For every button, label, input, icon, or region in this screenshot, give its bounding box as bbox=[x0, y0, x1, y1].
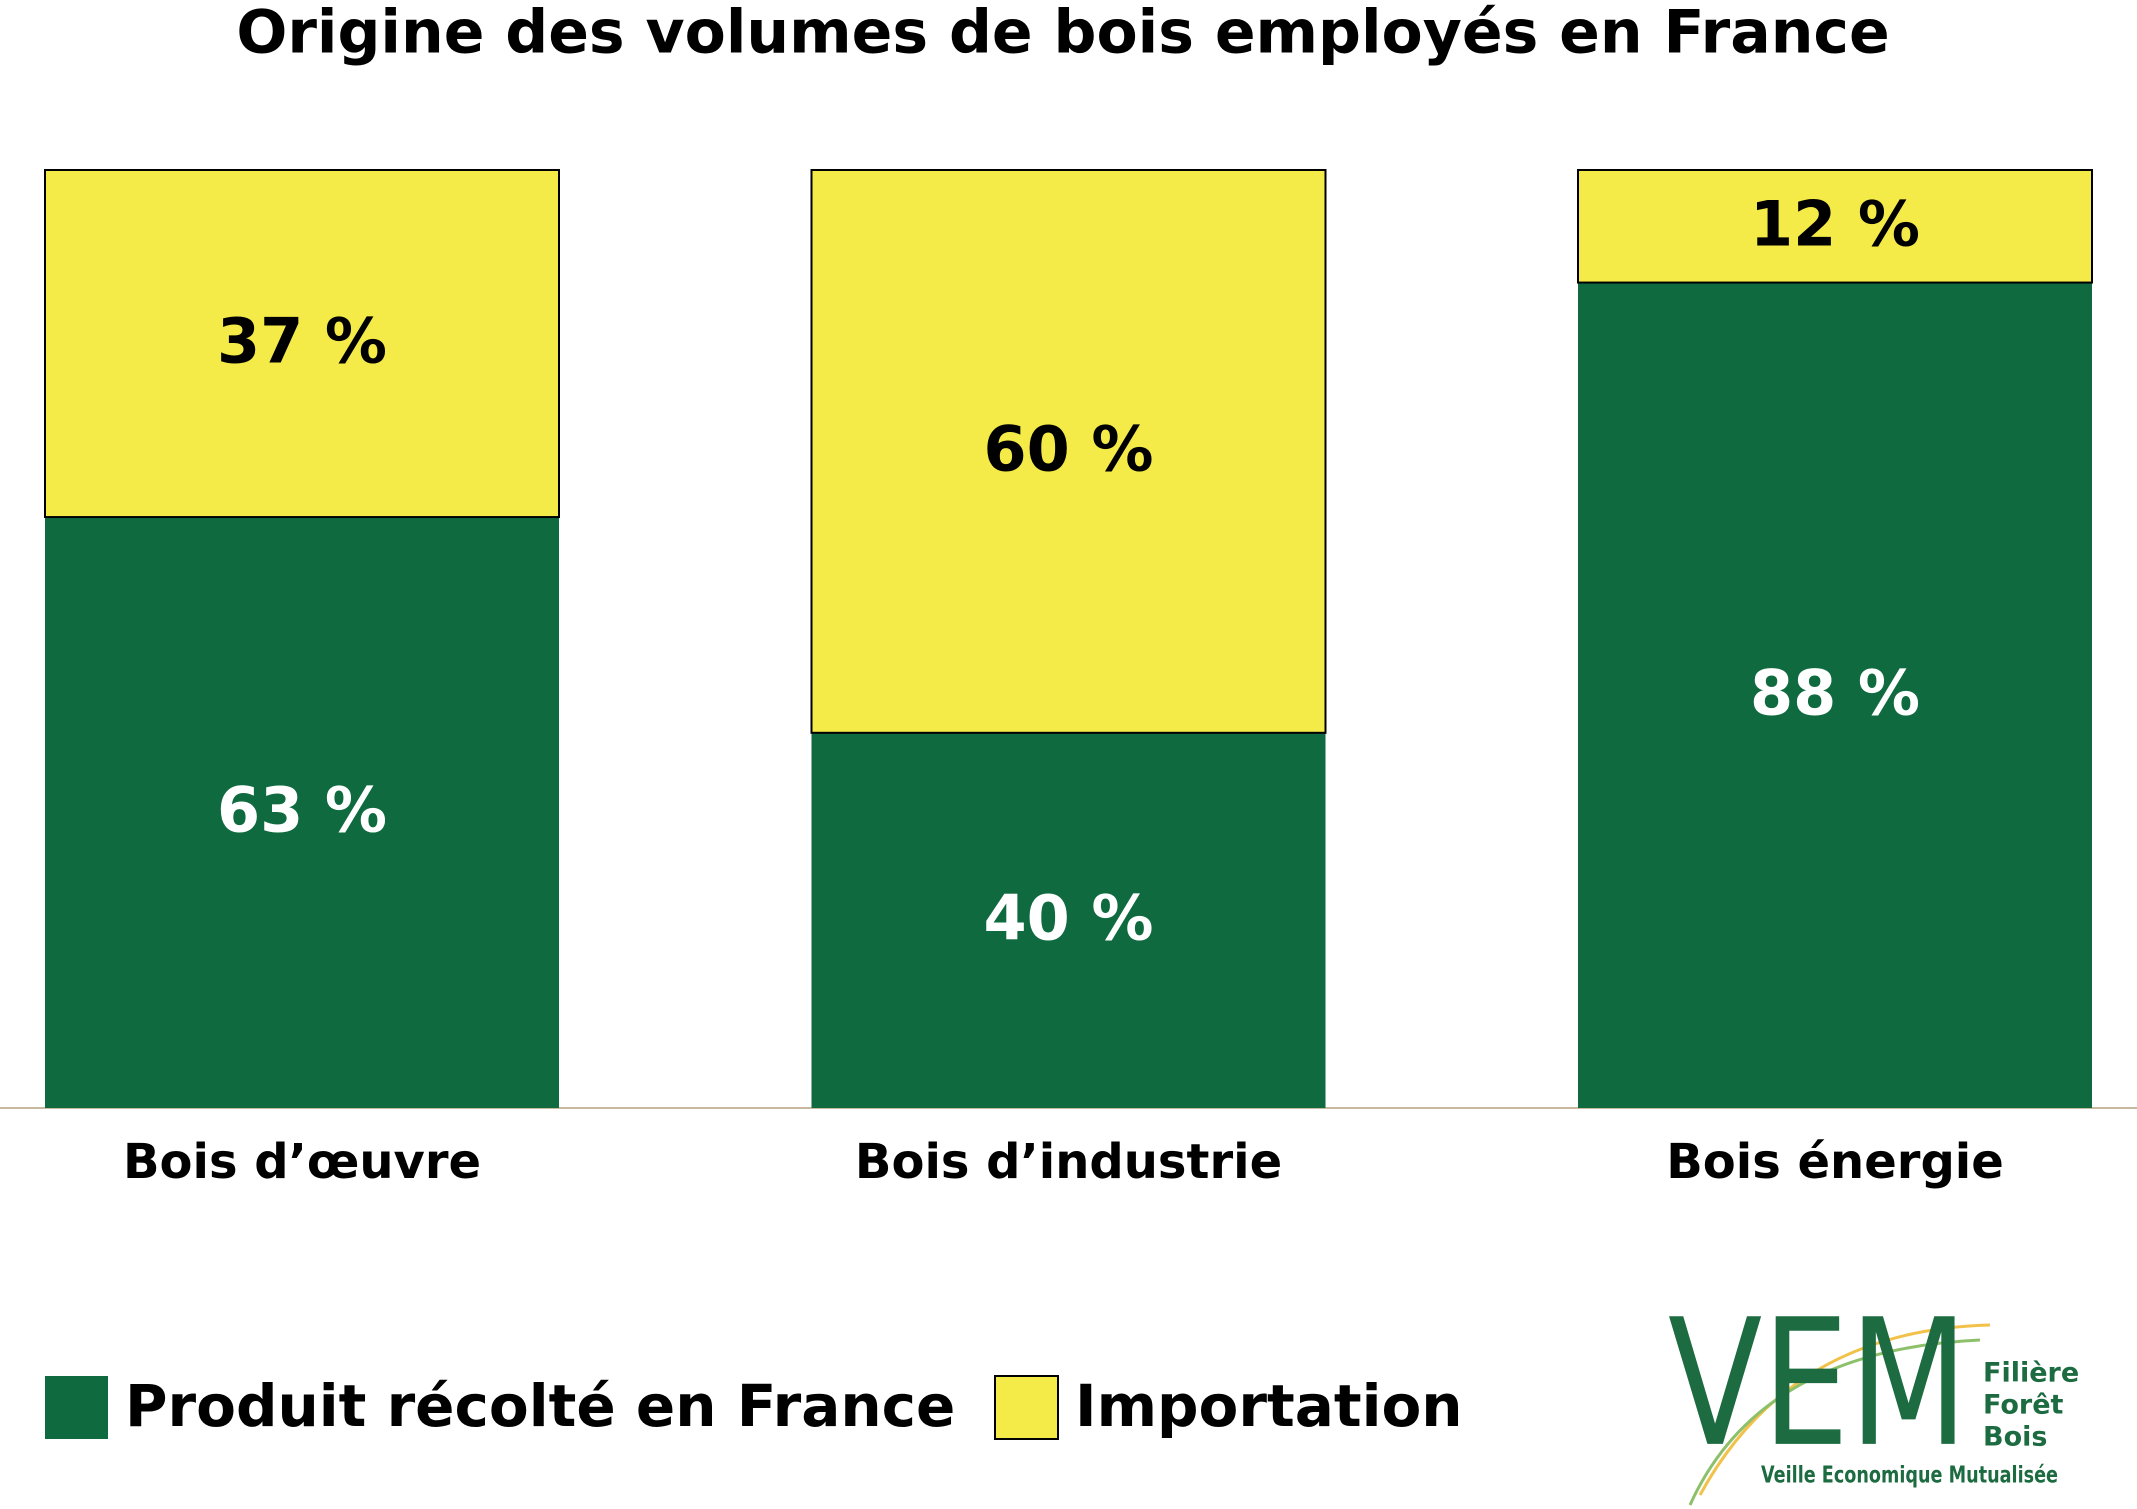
x-tick-label: Bois énergie bbox=[1666, 1134, 2004, 1190]
value-label: 63 % bbox=[217, 774, 387, 847]
value-label: 88 % bbox=[1750, 656, 1920, 729]
logo-line: Forêt bbox=[1983, 1390, 2064, 1421]
bar-segment bbox=[1578, 282, 2092, 1108]
bar-segment bbox=[45, 517, 559, 1108]
legend-label: Importation bbox=[1075, 1372, 1463, 1440]
legend-swatch bbox=[994, 1375, 1059, 1440]
value-label: 12 % bbox=[1750, 187, 1920, 260]
logo-tagline: Veille Economique Mutualisée bbox=[1761, 1463, 2058, 1489]
logo-arc bbox=[1688, 1338, 1981, 1506]
legend-swatch bbox=[45, 1376, 108, 1439]
logo: VEM Filière Forêt Bois Veille Economique… bbox=[1668, 1283, 2079, 1506]
bar-segment bbox=[811, 732, 1326, 1108]
legend-label: Produit récolté en France bbox=[125, 1372, 955, 1440]
chart-title: Origine des volumes de bois employés en … bbox=[236, 0, 1889, 68]
value-label: 60 % bbox=[984, 412, 1154, 485]
logo-line: Filière bbox=[1983, 1358, 2079, 1389]
value-label: 40 % bbox=[984, 881, 1154, 954]
logo-mark: VEM bbox=[1668, 1283, 1968, 1486]
logo-arc bbox=[1698, 1323, 1991, 1496]
x-tick-label: Bois d’industrie bbox=[855, 1134, 1282, 1190]
value-label: 37 % bbox=[217, 305, 387, 378]
bar-segment bbox=[1577, 169, 2093, 284]
bar-segment bbox=[44, 169, 560, 519]
bar-segment bbox=[810, 169, 1327, 734]
logo-line: Bois bbox=[1983, 1422, 2047, 1453]
x-tick-label: Bois d’œuvre bbox=[123, 1134, 481, 1190]
